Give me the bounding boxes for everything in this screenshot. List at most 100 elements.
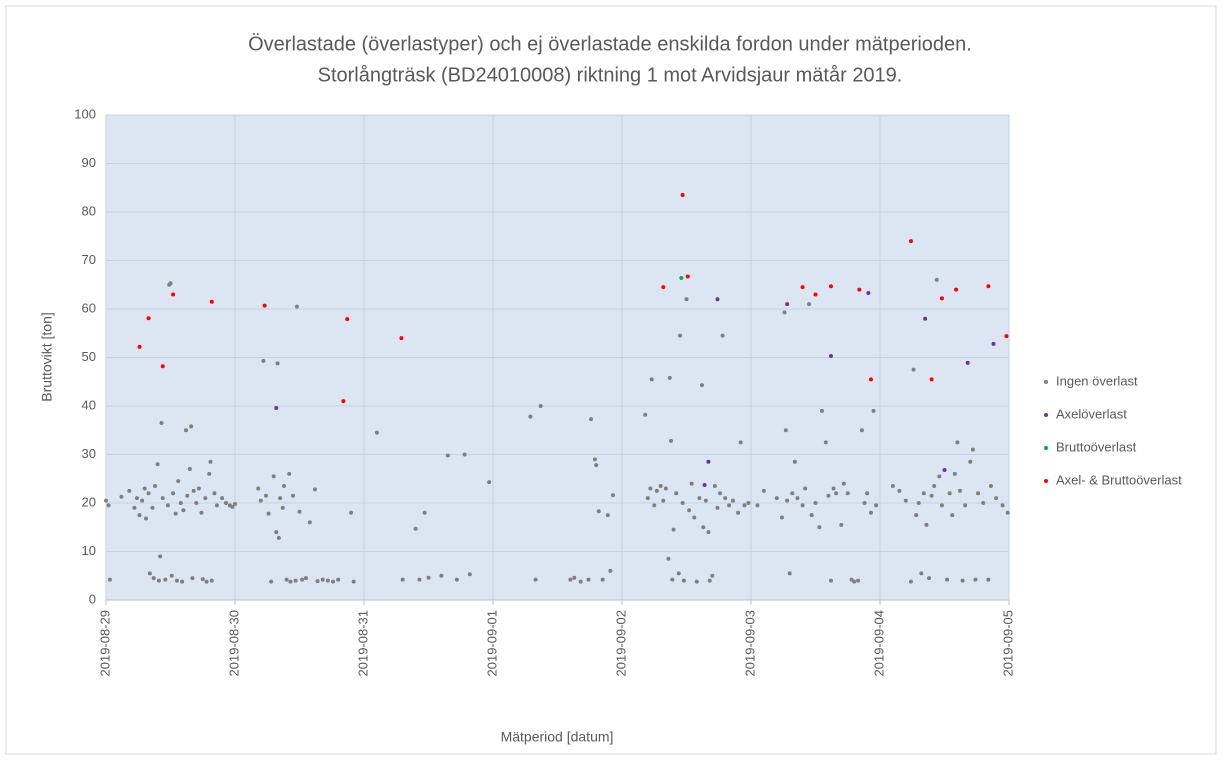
point	[605, 513, 610, 518]
point	[294, 304, 299, 309]
point	[813, 501, 818, 505]
point	[845, 491, 850, 496]
point	[857, 287, 862, 292]
point	[965, 360, 970, 365]
point	[181, 508, 186, 513]
point	[666, 556, 671, 561]
point	[712, 484, 717, 489]
point	[303, 576, 308, 581]
point	[652, 503, 657, 508]
point	[929, 377, 934, 382]
x-tick-label: 2019-08-31	[355, 610, 370, 677]
point	[156, 578, 161, 583]
point	[351, 579, 356, 584]
point	[684, 297, 689, 302]
point	[578, 579, 583, 584]
point	[968, 459, 973, 464]
point	[852, 579, 857, 584]
point	[426, 575, 431, 580]
point	[223, 501, 228, 505]
legend-marker	[1044, 479, 1048, 483]
point	[950, 513, 955, 518]
point	[663, 486, 668, 491]
point	[160, 496, 165, 501]
point	[203, 496, 208, 501]
point	[462, 452, 467, 457]
y-tick-label: 0	[89, 591, 96, 606]
point	[345, 317, 350, 322]
point	[934, 277, 939, 282]
point	[572, 575, 577, 580]
point	[183, 428, 188, 433]
chart-title: Överlastade (överlastyper) och ej överla…	[248, 33, 972, 55]
point	[890, 484, 895, 489]
legend-label: Axelöverlast	[1056, 406, 1127, 421]
point	[841, 481, 846, 486]
point	[991, 341, 996, 346]
point	[908, 239, 913, 244]
point	[143, 516, 148, 521]
point	[165, 503, 170, 508]
point	[151, 576, 156, 581]
point	[702, 483, 707, 488]
point	[307, 520, 312, 525]
point	[586, 577, 591, 582]
point	[266, 511, 271, 516]
point	[689, 481, 694, 486]
point	[169, 573, 174, 578]
point	[454, 577, 459, 582]
point	[782, 310, 787, 315]
point	[185, 493, 190, 498]
point	[988, 484, 993, 489]
point	[643, 412, 648, 417]
point	[209, 578, 214, 583]
point	[839, 522, 844, 527]
legend-marker	[1044, 380, 1048, 384]
point	[132, 505, 137, 510]
point	[903, 498, 908, 503]
point	[685, 274, 690, 279]
point	[204, 579, 209, 584]
point	[701, 525, 706, 530]
point	[674, 491, 679, 496]
point	[400, 577, 405, 582]
point	[746, 501, 751, 505]
point	[159, 420, 164, 425]
point	[256, 486, 261, 491]
point	[269, 579, 274, 584]
point	[1005, 510, 1010, 515]
point	[1004, 334, 1009, 339]
point	[592, 457, 597, 462]
point	[828, 284, 833, 289]
point	[191, 488, 196, 493]
point	[271, 474, 276, 479]
point	[194, 501, 199, 505]
chart-subtitle: Storlångträsk (BD24010008) riktning 1 mo…	[318, 64, 903, 86]
point	[680, 501, 685, 505]
point	[645, 496, 650, 501]
point	[661, 285, 666, 290]
point	[800, 285, 805, 290]
point	[275, 361, 280, 366]
y-axis-label: Bruttovikt [ton]	[39, 312, 55, 401]
point	[320, 577, 325, 582]
point	[119, 494, 124, 499]
point	[445, 453, 450, 458]
point	[823, 440, 828, 445]
y-tick-label: 20	[82, 494, 96, 509]
point	[669, 438, 674, 443]
point	[697, 496, 702, 501]
point	[976, 491, 981, 496]
x-tick-label: 2019-08-30	[226, 610, 241, 677]
point	[916, 501, 921, 505]
point	[190, 576, 195, 581]
x-tick-label: 2019-09-02	[613, 610, 628, 677]
point	[914, 513, 919, 518]
point	[261, 358, 266, 363]
point	[199, 510, 204, 515]
point	[874, 503, 879, 508]
point	[209, 299, 214, 304]
point	[908, 579, 913, 584]
point	[140, 498, 145, 503]
point	[981, 501, 986, 505]
